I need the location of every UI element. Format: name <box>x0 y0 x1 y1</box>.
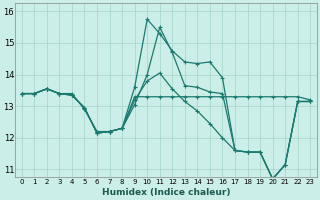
X-axis label: Humidex (Indice chaleur): Humidex (Indice chaleur) <box>102 188 230 197</box>
